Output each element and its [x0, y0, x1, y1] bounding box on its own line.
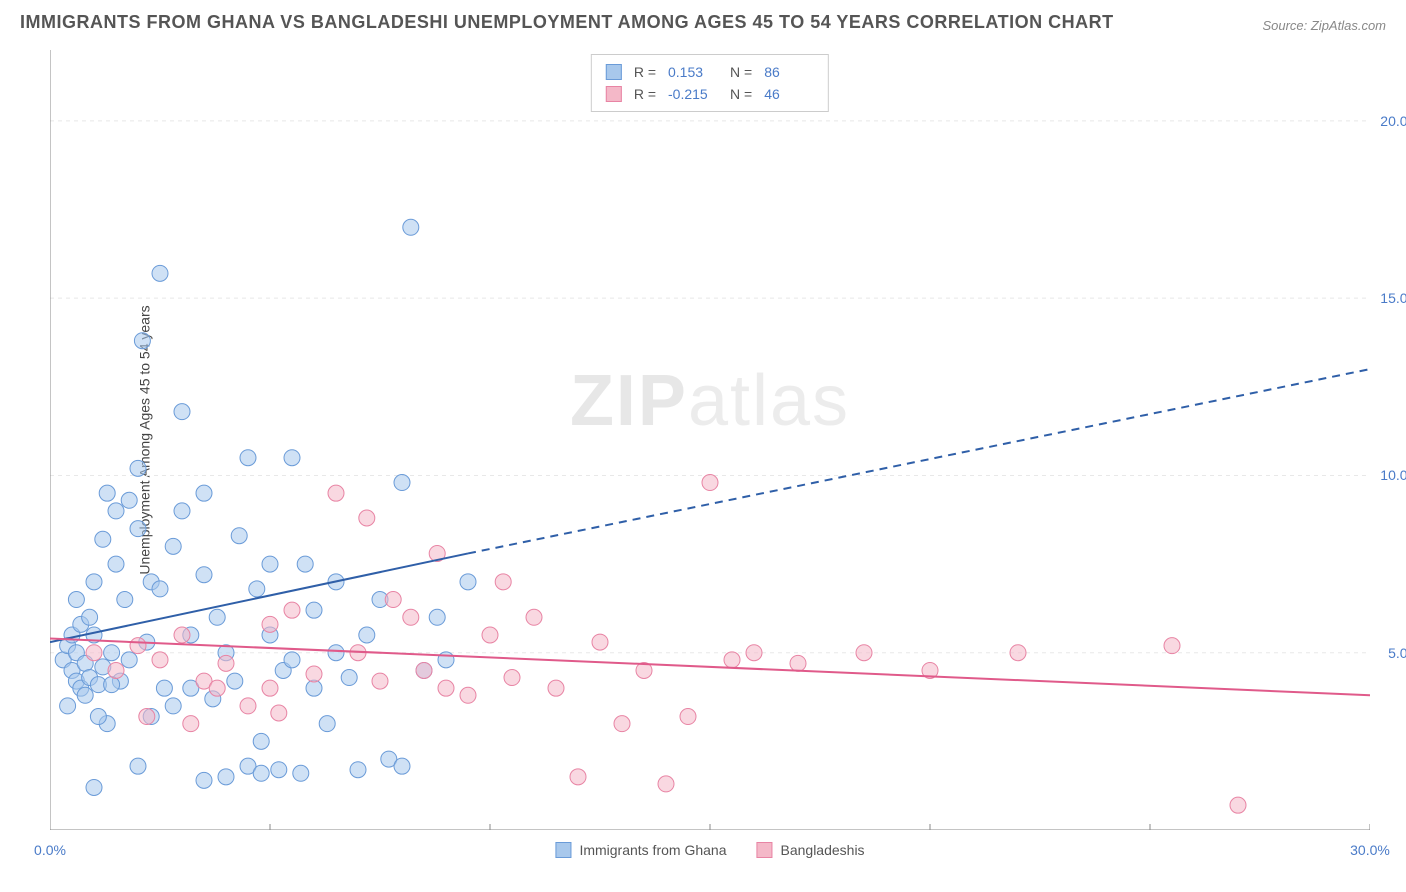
source-label: Source: ZipAtlas.com: [1262, 18, 1386, 33]
chart-title: IMMIGRANTS FROM GHANA VS BANGLADESHI UNE…: [20, 12, 1114, 33]
legend-label-1: Bangladeshis: [781, 842, 865, 858]
x-tick-label: 0.0%: [34, 842, 66, 858]
stats-swatch-1: [606, 86, 622, 102]
bottom-legend: Immigrants from Ghana Bangladeshis: [555, 842, 864, 858]
stats-r-label: R =: [634, 61, 656, 83]
legend-swatch-1: [757, 842, 773, 858]
stats-r-label: R =: [634, 83, 656, 105]
stats-box: R = 0.153 N = 86 R = -0.215 N = 46: [591, 54, 829, 112]
stats-row-1: R = -0.215 N = 46: [606, 83, 814, 105]
stats-n-label: N =: [730, 83, 752, 105]
y-tick-label: 15.0%: [1380, 290, 1406, 306]
stats-swatch-0: [606, 64, 622, 80]
y-tick-label: 10.0%: [1380, 467, 1406, 483]
stats-n-value-1: 46: [764, 83, 814, 105]
y-tick-label: 5.0%: [1388, 645, 1406, 661]
y-tick-label: 20.0%: [1380, 113, 1406, 129]
x-tick-label: 30.0%: [1350, 842, 1390, 858]
stats-r-value-0: 0.153: [668, 61, 718, 83]
legend-item-1: Bangladeshis: [757, 842, 865, 858]
chart-area: Unemployment Among Ages 45 to 54 years Z…: [50, 50, 1370, 830]
scatter-plot: [50, 50, 1370, 830]
stats-r-value-1: -0.215: [668, 83, 718, 105]
stats-row-0: R = 0.153 N = 86: [606, 61, 814, 83]
legend-item-0: Immigrants from Ghana: [555, 842, 726, 858]
stats-n-value-0: 86: [764, 61, 814, 83]
legend-label-0: Immigrants from Ghana: [579, 842, 726, 858]
legend-swatch-0: [555, 842, 571, 858]
stats-n-label: N =: [730, 61, 752, 83]
